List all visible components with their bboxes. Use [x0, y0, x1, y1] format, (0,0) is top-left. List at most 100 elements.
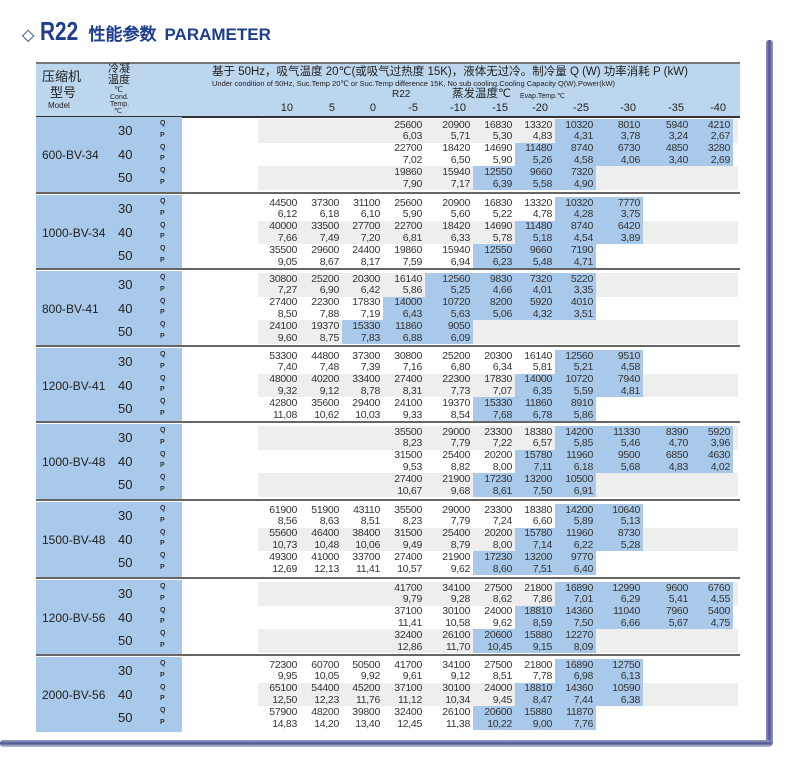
- capacity-value: 11330: [613, 425, 640, 438]
- highlight-cell: [425, 320, 473, 344]
- capacity-value: 14360: [565, 682, 593, 695]
- power-value: 3,40: [668, 153, 689, 166]
- capacity-value: 60700: [311, 658, 339, 671]
- power-value: 5,30: [492, 130, 513, 143]
- power-value: 5,68: [620, 460, 641, 473]
- capacity-value: 16140: [394, 272, 422, 285]
- power-value: 8,56: [277, 515, 298, 528]
- power-value: 8,51: [492, 670, 513, 683]
- highlight-cell: [596, 449, 643, 474]
- power-value: 10,73: [272, 538, 297, 551]
- highlight-cell: [596, 527, 643, 552]
- capacity-value: 24100: [269, 319, 297, 332]
- power-value: 8,00: [492, 538, 513, 551]
- power-value: 5,67: [668, 616, 689, 629]
- capacity-value: 8740: [570, 220, 593, 233]
- power-value: 7,20: [360, 231, 381, 244]
- q-label: Q: [160, 221, 166, 229]
- highlight-cell: [596, 197, 643, 221]
- power-value: 7,11: [533, 460, 553, 473]
- capacity-value: 14360: [565, 605, 593, 618]
- highlight-cell: [596, 582, 643, 606]
- power-value: 7,40: [277, 361, 298, 374]
- power-value: 7,51: [532, 562, 553, 575]
- capacity-value: 7320: [529, 272, 552, 285]
- power-value: 8,47: [532, 693, 553, 706]
- cond-temp: 30: [118, 123, 133, 138]
- cond-temp: 30: [118, 508, 133, 523]
- capacity-value: 10720: [565, 373, 593, 386]
- power-value: 10,45: [487, 640, 512, 653]
- capacity-value: 10500: [565, 472, 593, 485]
- q-label: Q: [160, 552, 166, 560]
- power-value: 7,19: [360, 307, 381, 320]
- power-value: 3,24: [668, 130, 689, 143]
- highlight-cell: [555, 582, 596, 606]
- capacity-value: 46400: [311, 527, 339, 540]
- power-value: 9,33: [402, 408, 423, 421]
- capacity-value: 35500: [394, 425, 422, 438]
- power-value: 7,88: [319, 307, 340, 320]
- highlight-cell: [515, 142, 555, 167]
- capacity-value: 14000: [394, 296, 422, 309]
- capacity-value: 61900: [269, 503, 297, 516]
- capacity-value: 8910: [570, 396, 593, 409]
- evap-temp-col-9: -35: [668, 102, 684, 114]
- diamond-outline-icon: ◇: [22, 27, 35, 44]
- power-value: 5,22: [492, 208, 513, 221]
- power-value: 13,40: [355, 717, 380, 730]
- capacity-value: 16890: [565, 658, 593, 671]
- power-value: 4,66: [492, 284, 513, 297]
- refrigerant-label: R22: [392, 89, 411, 100]
- power-value: 3,78: [620, 130, 641, 143]
- power-value: 11,41: [398, 616, 422, 629]
- capacity-value: 27400: [394, 472, 422, 485]
- highlight-cell: [596, 605, 643, 630]
- power-value: 4,55: [710, 593, 731, 606]
- capacity-value: 27500: [484, 581, 512, 594]
- capacity-value: 10640: [612, 503, 640, 516]
- highlight-cell: [515, 220, 555, 245]
- capacity-value: 55600: [269, 527, 297, 540]
- highlight-cell: [515, 166, 555, 190]
- highlight-cell: [596, 659, 643, 683]
- capacity-value: 11960: [566, 527, 593, 540]
- highlight-cell: [515, 605, 555, 630]
- capacity-value: 15780: [524, 527, 552, 540]
- power-value: 9,32: [277, 384, 298, 397]
- highlight-cell: [555, 682, 596, 707]
- cond-header-unit: ℃: [114, 85, 123, 94]
- power-value: 9,53: [402, 460, 423, 473]
- capacity-value: 15940: [442, 165, 470, 178]
- power-value: 6,78: [532, 408, 553, 421]
- capacity-value: 15780: [524, 449, 552, 462]
- capacity-value: 15880: [524, 705, 552, 718]
- capacity-value: 20300: [484, 349, 512, 362]
- capacity-value: 9510: [617, 349, 640, 362]
- p-label: P: [160, 594, 165, 602]
- highlight-cell: [473, 397, 515, 421]
- power-value: 6,09: [450, 331, 471, 344]
- model-header-en: Model: [48, 101, 70, 110]
- capacity-value: 18380: [524, 425, 552, 438]
- power-value: 5,78: [492, 231, 513, 244]
- power-value: 4,78: [532, 208, 553, 221]
- power-value: 4,83: [532, 130, 553, 143]
- model-header-cn1: 压缩机: [42, 69, 82, 84]
- capacity-value: 8740: [570, 142, 593, 155]
- highlight-cell: [515, 629, 555, 653]
- model-block-1200-BV-56: [36, 580, 182, 655]
- power-value: 14,20: [314, 717, 339, 730]
- capacity-value: 8730: [617, 527, 640, 540]
- model-name: 2000-BV-56: [42, 688, 106, 702]
- capacity-value: 21900: [442, 550, 470, 563]
- highlight-cell: [473, 244, 515, 268]
- capacity-value: 33400: [352, 373, 380, 386]
- power-value: 6,43: [402, 307, 423, 320]
- capacity-value: 31500: [394, 527, 422, 540]
- capacity-value: 5400: [707, 605, 730, 618]
- highlight-cell: [691, 449, 733, 474]
- capacity-value: 22700: [394, 142, 422, 155]
- power-value: 10,22: [487, 717, 512, 730]
- power-value: 5,86: [402, 284, 423, 297]
